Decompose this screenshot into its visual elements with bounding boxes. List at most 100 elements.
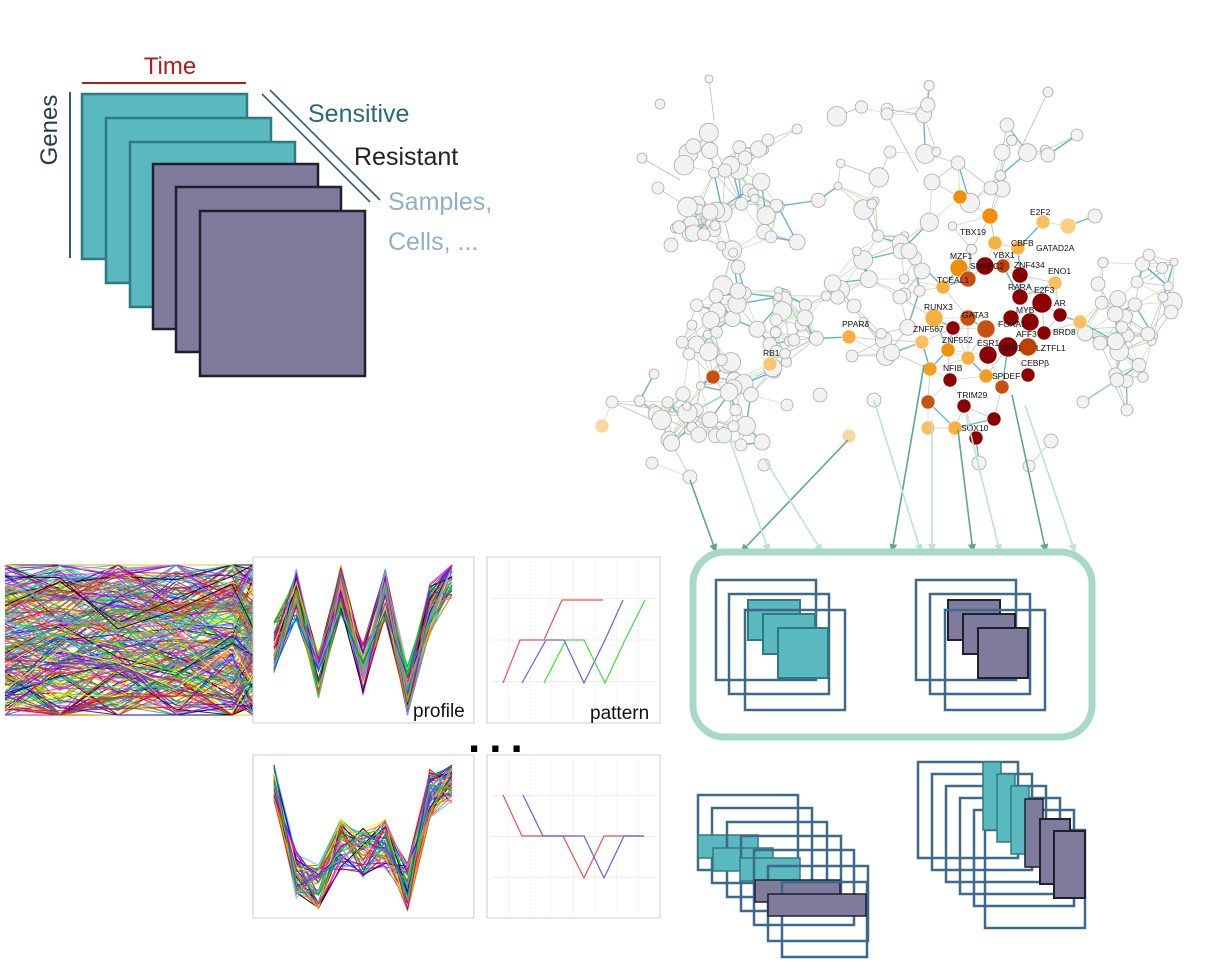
pattern-1-blue-line — [521, 599, 624, 685]
network-node — [1163, 281, 1174, 292]
cluster-panel-1: profile — [252, 556, 475, 724]
network-node — [913, 284, 926, 297]
gene-profile-line — [4, 564, 254, 605]
module-node — [922, 361, 938, 377]
network-node — [966, 243, 978, 255]
network-node — [719, 382, 739, 402]
network-node — [1006, 134, 1018, 146]
gene-label-eno1: ENO1 — [1048, 266, 1071, 276]
module-node — [942, 372, 958, 388]
network-node — [761, 133, 775, 147]
module-node — [705, 369, 721, 385]
network-node — [1142, 248, 1156, 262]
network-node — [749, 140, 768, 158]
network-node — [715, 353, 728, 366]
network-node — [673, 154, 695, 176]
network-node — [651, 409, 672, 430]
network-node — [835, 158, 846, 169]
gene-label-aff3: AFF3 — [1016, 329, 1037, 339]
samples-axis-line-b — [269, 89, 381, 201]
network-node — [812, 387, 828, 403]
network-node — [677, 196, 698, 218]
gene-label-znf552: ZNF552 — [942, 335, 973, 345]
network-node — [633, 395, 646, 407]
module-node — [762, 356, 778, 372]
gene-profile-line — [4, 605, 254, 670]
module-node — [1047, 275, 1063, 291]
mini-stack-sensitive — [714, 578, 847, 712]
network-node — [636, 152, 648, 164]
module-node — [1031, 292, 1053, 314]
network-node — [1140, 326, 1156, 342]
network-node — [769, 313, 783, 327]
network-node — [701, 411, 719, 429]
network-node — [662, 434, 681, 452]
network-node — [645, 456, 659, 470]
network-node — [1137, 371, 1149, 383]
cluster-panel-2 — [252, 754, 475, 919]
cluster-profile-line — [273, 772, 453, 893]
module-node — [995, 258, 1011, 274]
network-node — [787, 333, 801, 347]
samples-axis-line-a — [261, 93, 371, 203]
gene-label-rb1: RB1 — [763, 348, 780, 358]
module-node — [1052, 307, 1068, 323]
gene-profile-line — [4, 604, 254, 649]
arrow-8 — [957, 429, 976, 553]
network-node — [715, 427, 733, 444]
module-node — [1035, 214, 1051, 230]
network-node — [1157, 291, 1169, 303]
gene-profile-line — [4, 676, 254, 716]
network-node — [663, 237, 679, 253]
gene-label-snapc2: SNAPC2 — [970, 261, 1004, 271]
network-node — [788, 233, 806, 251]
network-node — [846, 298, 862, 314]
gene-label-nfib: NFIB — [943, 363, 963, 373]
network-node — [796, 309, 814, 327]
pattern-panel-2 — [486, 754, 661, 919]
network-node — [690, 298, 704, 312]
time-shift-stack-right — [916, 760, 1087, 930]
network-node — [915, 143, 936, 164]
module-node — [978, 368, 994, 384]
network-node — [717, 163, 733, 178]
network-node — [900, 242, 918, 260]
samples-label: Samples, — [388, 188, 492, 216]
network-node — [1042, 86, 1054, 98]
gene-profile-line — [4, 582, 254, 640]
network-node — [899, 319, 916, 336]
gene-profile-line — [4, 658, 254, 689]
network-node — [734, 438, 748, 452]
network-node — [950, 155, 966, 171]
network-node — [798, 298, 813, 312]
network-node — [854, 100, 868, 114]
module-node — [997, 336, 1019, 358]
network-node — [1094, 295, 1109, 310]
network-node — [809, 330, 824, 346]
network-node — [866, 198, 878, 210]
network-node — [737, 150, 753, 166]
cluster-profile-line — [273, 567, 453, 680]
network-node — [947, 221, 958, 231]
gene-label-tbx19: TBX19 — [960, 227, 986, 237]
gene-profile-line — [4, 564, 254, 600]
mini-stack-resistant — [914, 578, 1047, 712]
gene-label-gata3: GATA3 — [962, 310, 989, 320]
network-node — [823, 274, 842, 293]
network-node — [756, 205, 776, 225]
gene-profile-line — [4, 587, 254, 644]
arrow-11 — [1024, 404, 1077, 553]
module-node — [935, 279, 951, 295]
module-node — [1020, 367, 1036, 383]
network-node — [993, 143, 1011, 161]
gene-profile-line — [4, 564, 254, 624]
arrow-1 — [689, 479, 718, 553]
network-node — [605, 395, 619, 409]
network-node — [682, 401, 692, 411]
module-node — [959, 270, 977, 288]
module-node — [940, 342, 956, 358]
cluster-profile-line — [273, 564, 453, 698]
network-node — [1169, 257, 1179, 267]
gene-profile-line — [4, 584, 254, 633]
